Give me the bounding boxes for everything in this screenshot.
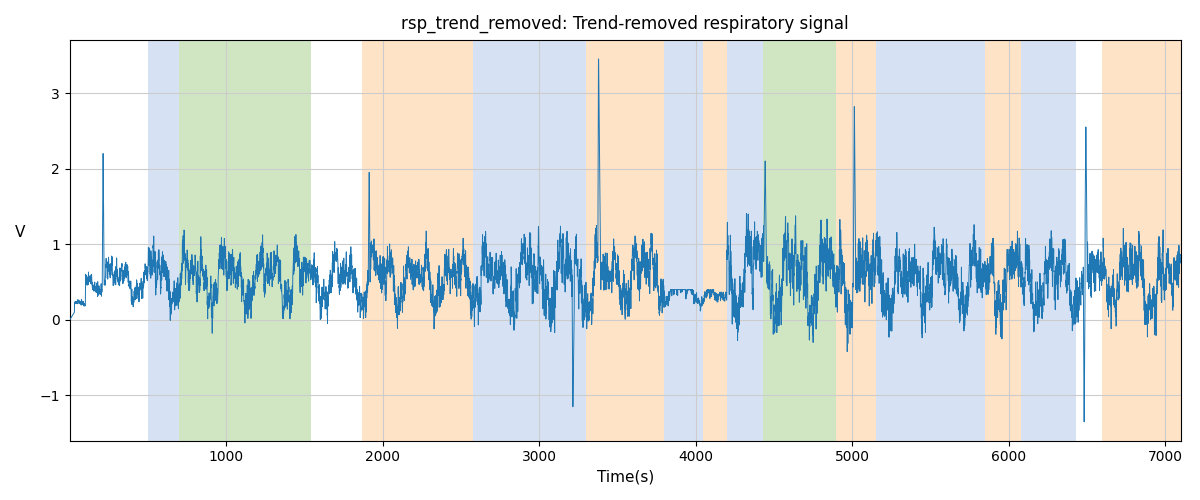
Bar bbox=[876, 40, 985, 440]
Bar bbox=[727, 40, 763, 440]
Bar bbox=[836, 40, 876, 440]
Bar bbox=[179, 40, 311, 440]
Bar bbox=[362, 40, 474, 440]
X-axis label: Time(s): Time(s) bbox=[596, 470, 654, 485]
Bar bbox=[474, 40, 586, 440]
Bar bbox=[985, 40, 1021, 440]
Bar bbox=[763, 40, 836, 440]
Bar bbox=[703, 40, 727, 440]
Bar bbox=[1021, 40, 1075, 440]
Bar bbox=[586, 40, 665, 440]
Title: rsp_trend_removed: Trend-removed respiratory signal: rsp_trend_removed: Trend-removed respira… bbox=[402, 15, 850, 34]
Bar bbox=[665, 40, 703, 440]
Bar bbox=[148, 40, 179, 440]
Bar bbox=[1103, 40, 1181, 440]
Y-axis label: V: V bbox=[16, 226, 25, 240]
